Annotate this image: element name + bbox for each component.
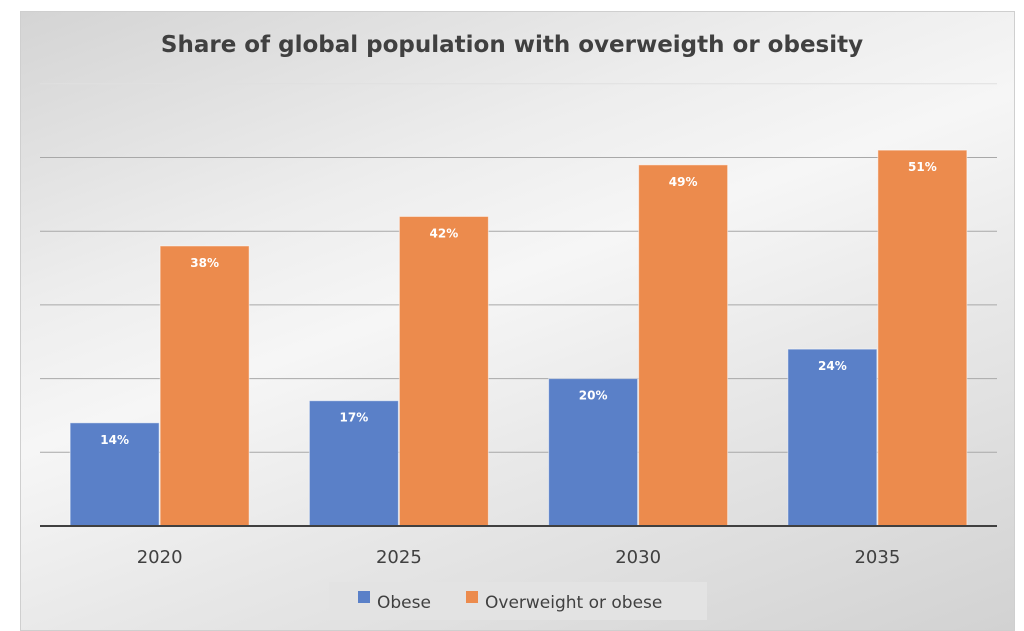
bar-overweight-or-obese-2035: [877, 149, 968, 527]
bar-overweight-or-obese-2025: [398, 215, 489, 527]
bars: [69, 149, 968, 527]
legend-box: [329, 582, 707, 620]
data-label-overweight-or-obese-2020: 38%: [190, 256, 219, 270]
data-label-overweight-or-obese-2035: 51%: [908, 160, 937, 174]
data-label-obese-2035: 24%: [818, 359, 847, 373]
x-tick-2030: 2030: [615, 547, 661, 568]
bar-obese-2035: [787, 348, 878, 527]
data-label-obese-2020: 14%: [100, 433, 129, 447]
bar-obese-2025: [308, 400, 399, 527]
legend-swatch-overweight-or-obese: [466, 591, 478, 603]
legend: Obese Overweight or obese: [329, 582, 707, 620]
legend-swatch-obese: [358, 591, 370, 603]
legend-label-overweight-or-obese: Overweight or obese: [485, 593, 662, 613]
bar-obese-2020: [69, 422, 160, 527]
bar-overweight-or-obese-2030: [638, 164, 729, 527]
data-label-obese-2025: 17%: [340, 411, 369, 425]
bar-obese-2030: [548, 378, 639, 527]
x-axis-ticks: 2020 2025 2030 2035: [137, 547, 901, 568]
data-labels: 14% 38% 17% 42% 20% 49% 24% 51%: [100, 160, 936, 447]
bar-overweight-or-obese-2020: [159, 245, 250, 527]
legend-label-obese: Obese: [377, 593, 431, 613]
chart-title: Share of global population with overweig…: [161, 32, 863, 58]
x-tick-2025: 2025: [376, 547, 422, 568]
data-label-overweight-or-obese-2030: 49%: [669, 175, 698, 189]
data-label-obese-2030: 20%: [579, 389, 608, 403]
x-tick-2020: 2020: [137, 547, 183, 568]
x-tick-2035: 2035: [854, 547, 900, 568]
data-label-overweight-or-obese-2025: 42%: [430, 226, 459, 240]
